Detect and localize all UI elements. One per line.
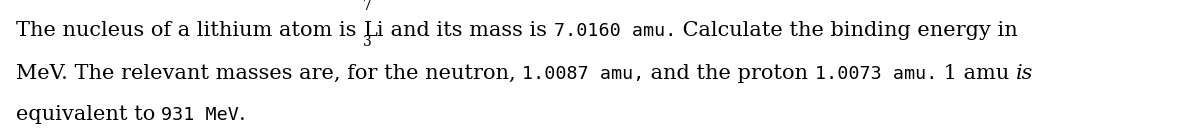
Text: 1.0073 amu.: 1.0073 amu. [815,65,937,83]
Text: Li: Li [364,21,384,40]
Text: 1 amu: 1 amu [937,64,1016,83]
Text: and its mass is: and its mass is [384,21,554,40]
Text: Calculate the binding energy in: Calculate the binding energy in [677,21,1018,40]
Text: equivalent to: equivalent to [16,105,162,124]
Text: .: . [239,105,246,124]
Text: 3: 3 [362,35,372,49]
Text: 1.0087 amu,: 1.0087 amu, [522,65,644,83]
Text: 931 MeV: 931 MeV [162,106,239,124]
Text: and the proton: and the proton [644,64,815,83]
Text: is: is [1016,64,1033,83]
Text: 7.0160 amu.: 7.0160 amu. [554,22,677,40]
Text: MeV. The relevant masses are, for the neutron,: MeV. The relevant masses are, for the ne… [16,64,522,83]
Text: The nucleus of a lithium atom is: The nucleus of a lithium atom is [16,21,362,40]
Text: 7: 7 [362,0,372,13]
